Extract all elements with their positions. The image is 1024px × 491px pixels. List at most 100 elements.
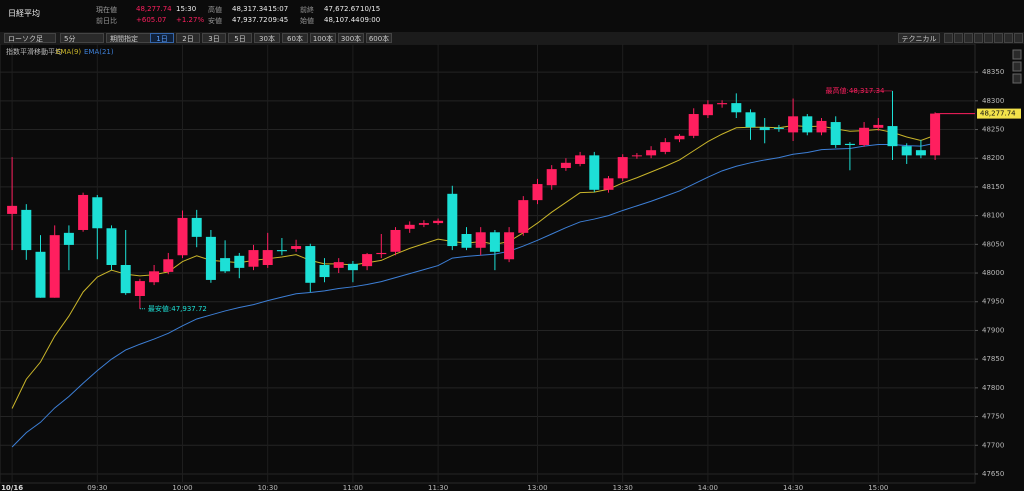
candle-body bbox=[433, 220, 444, 224]
candle-body bbox=[319, 265, 330, 278]
candle-body bbox=[830, 122, 841, 146]
candle-body bbox=[418, 223, 429, 225]
y-tick-label: 48350 bbox=[982, 68, 1004, 76]
candle-body bbox=[702, 104, 713, 116]
y-tick-label: 47700 bbox=[982, 441, 1004, 449]
annotation: 最高値:48,317.34 bbox=[826, 86, 886, 95]
technical-button[interactable]: テクニカル bbox=[898, 33, 940, 43]
y-tick-label: 48150 bbox=[982, 183, 1004, 191]
y-tick-label: 48300 bbox=[982, 97, 1004, 105]
tool-icon[interactable] bbox=[974, 33, 983, 43]
candle-body bbox=[674, 135, 685, 140]
candle-body bbox=[717, 103, 728, 105]
candle-body bbox=[688, 114, 699, 136]
candle-body bbox=[291, 246, 302, 249]
y-tick-label: 47850 bbox=[982, 355, 1004, 363]
tool-icon[interactable] bbox=[954, 33, 963, 43]
candle-body bbox=[78, 194, 89, 230]
candle-body bbox=[7, 205, 18, 214]
candle-body bbox=[504, 232, 515, 260]
candle-body bbox=[617, 157, 628, 179]
legend-title: 指数平滑移動平均 bbox=[6, 47, 62, 56]
quote-label: 前終 bbox=[300, 6, 314, 14]
candle-body bbox=[560, 162, 571, 168]
candle-body bbox=[859, 127, 870, 146]
side-icon[interactable] bbox=[1012, 61, 1022, 72]
candle-body bbox=[191, 217, 202, 237]
toolbar: ローソク足 5分 期間指定 1日 2日 3日 5日 30本 60本 100本 300本 600本 テクニ… bbox=[0, 32, 1024, 44]
candle-body bbox=[347, 263, 358, 271]
plot-frame bbox=[0, 44, 976, 484]
annotation: 最安値:47,937.72 bbox=[148, 304, 207, 313]
candle-body bbox=[844, 143, 855, 146]
y-tick-label: 48250 bbox=[982, 126, 1004, 134]
candle-body bbox=[930, 113, 941, 156]
side-icon[interactable] bbox=[1012, 49, 1022, 60]
x-tick-label: 10/16 bbox=[1, 484, 23, 491]
candle-body bbox=[134, 281, 145, 296]
x-tick-label: 13:30 bbox=[613, 484, 633, 491]
candle-body bbox=[362, 254, 373, 267]
candle-body bbox=[163, 259, 174, 272]
candle-body bbox=[205, 236, 216, 280]
x-tick-label: 13:00 bbox=[527, 484, 547, 491]
tool-icon[interactable] bbox=[944, 33, 953, 43]
period-button[interactable]: 300本 bbox=[338, 33, 364, 43]
dropdown[interactable]: ローソク足 bbox=[4, 33, 56, 43]
period-button[interactable]: 30本 bbox=[254, 33, 280, 43]
x-tick-label: 14:00 bbox=[698, 484, 718, 491]
period-button[interactable]: 5日 bbox=[228, 33, 252, 43]
period-button[interactable]: 1日 bbox=[150, 33, 174, 43]
candle-body bbox=[802, 116, 813, 133]
tool-icon[interactable] bbox=[1004, 33, 1013, 43]
tool-icon[interactable] bbox=[984, 33, 993, 43]
candle-body bbox=[788, 116, 799, 133]
candle-body bbox=[532, 184, 543, 201]
x-tick-label: 11:30 bbox=[428, 484, 448, 491]
side-icon[interactable] bbox=[1012, 73, 1022, 84]
period-button[interactable]: 60本 bbox=[282, 33, 308, 43]
quote-label: 前日比 bbox=[96, 17, 117, 25]
y-tick-label: 47650 bbox=[982, 470, 1004, 478]
candle-body bbox=[447, 193, 458, 247]
period-button[interactable]: 3日 bbox=[202, 33, 226, 43]
y-tick-label: 48000 bbox=[982, 269, 1004, 277]
chart: 47650 47700 47750 47800 47850 47900 47950 48000… bbox=[0, 44, 1022, 491]
candle-body bbox=[234, 255, 245, 268]
tool-icon[interactable] bbox=[964, 33, 973, 43]
ema-line bbox=[11, 124, 936, 409]
candle-body bbox=[35, 251, 46, 298]
y-tick-label: 47950 bbox=[982, 298, 1004, 306]
candle-body bbox=[873, 124, 884, 128]
x-tick-label: 09:30 bbox=[87, 484, 107, 491]
candle-body bbox=[546, 169, 557, 186]
ema-line bbox=[11, 142, 936, 448]
tool-icon[interactable] bbox=[1014, 33, 1023, 43]
dropdown[interactable]: 5分 bbox=[60, 33, 104, 43]
candle-body bbox=[404, 224, 415, 229]
candle-body bbox=[92, 197, 103, 229]
candle-body bbox=[177, 217, 188, 256]
last-price-label: 48,277.74 bbox=[980, 110, 1016, 118]
candle-body bbox=[475, 232, 486, 248]
period-button[interactable]: 2日 bbox=[176, 33, 200, 43]
header: 日経平均 現在値 48,277.74 15:30 高値 48,317.34 15:07 前終… bbox=[0, 0, 1024, 30]
candle-body bbox=[305, 246, 316, 283]
period-button[interactable]: 100本 bbox=[310, 33, 336, 43]
quote-time: 10/15 bbox=[360, 5, 381, 13]
legend-entry: EMA(9) bbox=[56, 48, 81, 56]
candle-body bbox=[390, 229, 401, 252]
quote-time: 15:30 bbox=[176, 5, 197, 13]
x-tick-label: 10:00 bbox=[172, 484, 192, 491]
quote-value: 48,107.44 bbox=[324, 16, 360, 24]
candle-body bbox=[21, 209, 32, 251]
tool-icon[interactable] bbox=[994, 33, 1003, 43]
quote-time: +1.27% bbox=[176, 16, 205, 24]
quote-value: 47,937.72 bbox=[232, 16, 268, 24]
candle-body bbox=[49, 235, 60, 298]
dropdown[interactable]: 期間指定 bbox=[106, 33, 152, 43]
quote-label: 高値 bbox=[208, 6, 222, 14]
candle-body bbox=[759, 127, 770, 131]
period-button[interactable]: 600本 bbox=[366, 33, 392, 43]
quote-label: 安値 bbox=[208, 17, 222, 25]
